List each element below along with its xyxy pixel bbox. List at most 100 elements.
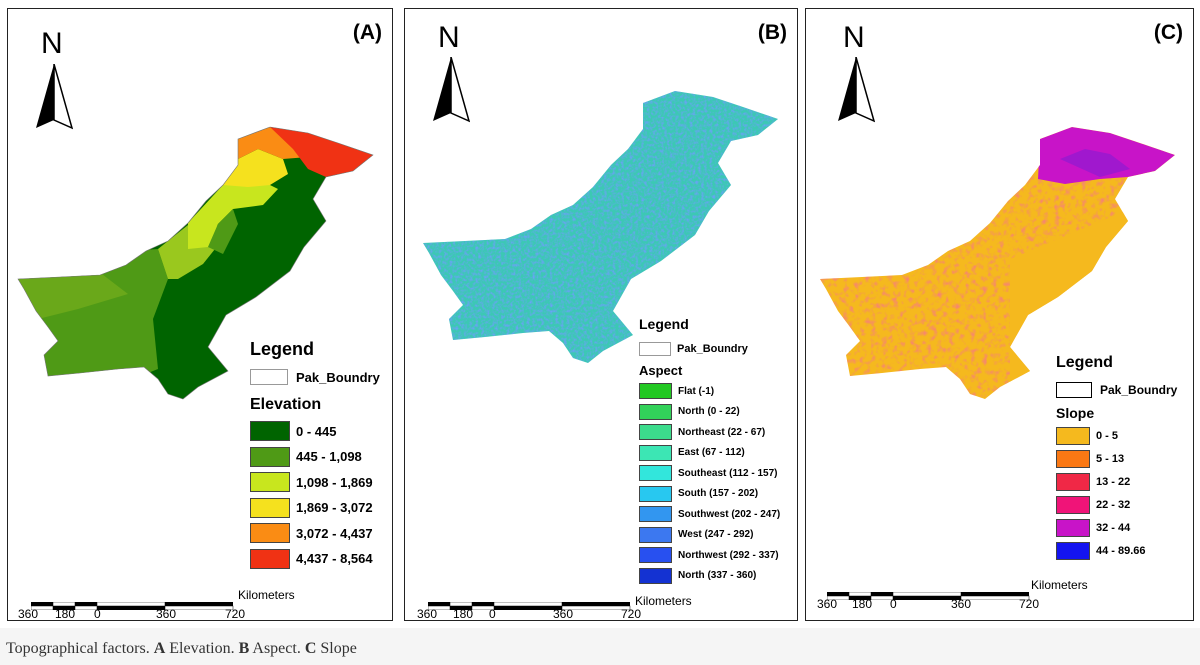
figure-caption: Topographical factors. A Elevation. B As… <box>6 640 357 658</box>
legend-swatch <box>639 465 672 481</box>
legend-class-label: 0 - 445 <box>296 423 337 439</box>
legend-swatch <box>250 548 290 569</box>
legend-title: Legend <box>250 339 315 359</box>
caption-letter-b: B <box>238 640 250 657</box>
legend-boundary-item: Pak_Boundry <box>639 342 748 356</box>
legend-class-item: 4,437 - 8,564 <box>250 548 373 569</box>
legend-class-item: 1,098 - 1,869 <box>250 472 373 492</box>
scale-tick: 180 <box>852 597 873 611</box>
panel-slope: (C) N Legend Pak_Boundry Slope 0 - 5 5 - … <box>805 8 1194 621</box>
legend-title: Legend <box>639 316 689 332</box>
legend-class-item: 13 - 22 <box>1056 473 1130 491</box>
legend-swatch <box>250 497 290 518</box>
legend-swatch <box>639 567 672 584</box>
legend-class-label: 44 - 89.66 <box>1096 545 1146 557</box>
scale-tick: 360 <box>417 607 438 621</box>
scale-tick: 720 <box>621 607 642 621</box>
scale-tick: 720 <box>1019 597 1040 611</box>
legend-class-label: 445 - 1,098 <box>296 449 362 464</box>
scale-tick: 720 <box>225 607 246 621</box>
legend-class-label: 22 - 32 <box>1096 499 1131 511</box>
layer-title: Slope <box>1056 405 1095 421</box>
aspect-map <box>423 91 778 363</box>
caption-text-b: Aspect. <box>249 640 305 657</box>
legend-class-item: 22 - 32 <box>1056 496 1130 514</box>
legend-swatch <box>1056 473 1090 491</box>
legend-class-label: West (247 - 292) <box>678 529 754 540</box>
scale-bar <box>427 597 638 615</box>
scale-tick: 360 <box>817 597 838 611</box>
elevation-map <box>17 126 374 400</box>
panel-label-b: (B) <box>757 21 787 44</box>
legend-class-label: Northwest (292 - 337) <box>678 549 779 561</box>
caption-letter-c: C <box>304 640 317 657</box>
legend-class-item: Northwest (292 - 337) <box>639 547 779 563</box>
legend-class-label: North (0 - 22) <box>678 406 740 417</box>
legend-swatch <box>1056 450 1090 468</box>
legend-swatch <box>639 506 672 522</box>
legend-swatch <box>250 421 290 441</box>
north-arrow-icon <box>838 57 875 123</box>
panel-label-c: (C) <box>1153 21 1183 44</box>
legend-class-item: 5 - 13 <box>1056 450 1124 468</box>
legend-class-item: Southeast (112 - 157) <box>639 465 777 481</box>
panel-elevation: (A) N Legend Pak_Boundry Elevation 0 - 4… <box>7 8 393 621</box>
legend-class-label: Southeast (112 - 157) <box>678 467 778 479</box>
panel-label-a: (A) <box>352 21 382 44</box>
north-letter: N <box>843 21 865 54</box>
caption-lead: Topographical factors. <box>6 640 154 657</box>
scale-tick: 360 <box>156 607 177 621</box>
legend-swatch <box>250 472 290 492</box>
legend-class-item: South (157 - 202) <box>639 485 759 502</box>
legend-class-label: 5 - 13 <box>1096 453 1125 465</box>
legend-class-label: 0 - 5 <box>1096 430 1119 442</box>
scale-tick: 360 <box>951 597 972 611</box>
north-arrow-icon <box>36 64 73 130</box>
legend-boundary-item: Pak_Boundry <box>250 369 380 385</box>
legend-swatch <box>250 523 290 543</box>
legend-class-label: Northeast (22 - 67) <box>678 426 766 438</box>
layer-title: Aspect <box>639 363 683 378</box>
scale-bar <box>826 587 1037 605</box>
legend-swatch <box>250 446 290 467</box>
km-label: Kilometers <box>635 594 692 608</box>
legend-title: Legend <box>1056 354 1113 371</box>
scale-tick: 180 <box>55 607 76 621</box>
caption-letter-a: A <box>153 640 166 657</box>
panel-aspect: (B) N Legend Pak_Boundry Aspect Flat (-1… <box>404 8 798 621</box>
scale-tick: 360 <box>18 607 39 621</box>
scale-tick: 0 <box>890 597 897 611</box>
legend-class-item: 1,869 - 3,072 <box>250 497 373 518</box>
legend-swatch <box>1056 496 1090 514</box>
scale-tick: 0 <box>94 607 101 621</box>
legend-class-item: 32 - 44 <box>1056 519 1130 537</box>
legend-class-item: North (337 - 360) <box>639 567 757 584</box>
legend-class-label: South (157 - 202) <box>678 488 759 499</box>
legend-swatch <box>1056 427 1090 445</box>
legend-swatch <box>639 424 672 440</box>
legend-class-item: 0 - 5 <box>1056 427 1118 445</box>
legend-swatch <box>639 403 672 420</box>
legend-swatch <box>639 485 672 502</box>
legend-class-item: Northeast (22 - 67) <box>639 424 765 440</box>
north-letter: N <box>438 21 460 54</box>
legend-swatch <box>639 383 672 399</box>
scale-tick: 180 <box>453 607 474 621</box>
legend-class-label: 1,098 - 1,869 <box>296 474 373 490</box>
legend-class-item: East (67 - 112) <box>639 444 745 461</box>
legend-swatch <box>1056 519 1090 537</box>
km-label: Kilometers <box>238 588 295 602</box>
legend-swatch <box>639 444 672 461</box>
legend-class-item: 445 - 1,098 <box>250 446 362 467</box>
legend-class-label: North (337 - 360) <box>678 570 757 581</box>
legend-class-label: 4,437 - 8,564 <box>296 551 373 566</box>
legend-class-item: North (0 - 22) <box>639 403 740 420</box>
scale-tick: 360 <box>553 607 574 621</box>
legend-boundary-item: Pak_Boundry <box>1056 382 1177 398</box>
legend-class-label: Southwest (202 - 247) <box>678 508 781 520</box>
boundary-label: Pak_Boundry <box>296 369 380 385</box>
legend-class-label: East (67 - 112) <box>678 447 745 458</box>
boundary-swatch <box>639 342 671 356</box>
legend-class-label: 3,072 - 4,437 <box>296 525 373 541</box>
legend-class-item: 3,072 - 4,437 <box>250 523 373 543</box>
